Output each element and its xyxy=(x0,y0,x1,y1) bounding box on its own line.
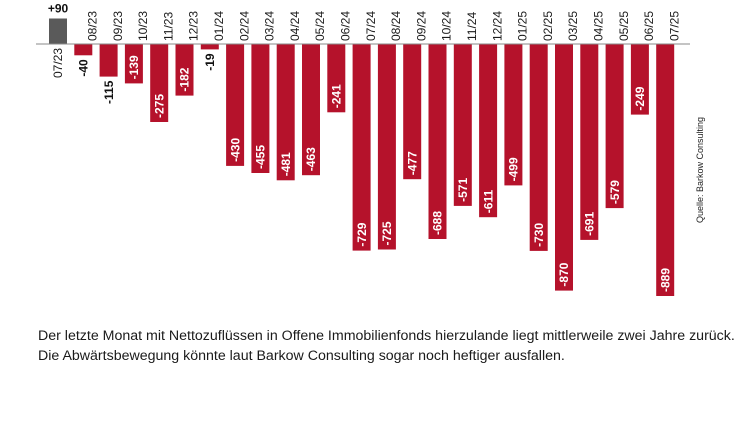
x-tick-label: 04/24 xyxy=(288,11,302,41)
value-label: -430 xyxy=(228,138,242,162)
bar-01-24 xyxy=(200,44,219,50)
bar-03-25 xyxy=(555,44,573,291)
value-label: -481 xyxy=(279,152,293,176)
source-label: Quelle: Barkow Consulting xyxy=(695,117,705,223)
bar-07-23 xyxy=(49,18,67,44)
x-tick-label: 08/24 xyxy=(389,11,403,41)
bar-12-24 xyxy=(479,44,498,218)
value-label: -499 xyxy=(507,157,521,181)
x-tick-label: 03/25 xyxy=(566,11,580,41)
value-label: -455 xyxy=(254,145,268,169)
value-label: -729 xyxy=(355,222,369,246)
chart-caption: Der letzte Monat mit Nettozuflüssen in O… xyxy=(38,328,735,364)
value-label: -182 xyxy=(178,67,192,91)
bar-08-24 xyxy=(377,44,396,250)
x-tick-label: 01/25 xyxy=(516,11,530,41)
bar-09-24 xyxy=(403,44,422,180)
x-tick-label: 02/25 xyxy=(541,11,555,41)
value-label: -688 xyxy=(431,211,445,235)
value-label: -611 xyxy=(481,190,495,214)
value-label: +90 xyxy=(48,1,69,15)
bar-11-23 xyxy=(150,44,169,122)
bar-06-25 xyxy=(630,44,649,115)
bar-02-25 xyxy=(529,44,548,251)
x-tick-label: 08/23 xyxy=(86,11,100,41)
x-tick-label: 07/24 xyxy=(364,11,378,41)
bar-04-25 xyxy=(580,44,599,240)
value-label: -691 xyxy=(583,212,597,236)
value-label: -870 xyxy=(557,262,571,286)
x-tick-label: 06/24 xyxy=(338,11,352,41)
x-tick-label: 01/24 xyxy=(212,11,226,41)
value-label: -40 xyxy=(77,59,91,77)
x-tick-label: 06/25 xyxy=(642,11,656,41)
bar-07-24 xyxy=(352,44,371,251)
bar-03-24 xyxy=(251,44,270,173)
bar-05-25 xyxy=(605,44,624,209)
x-tick-label: 12/23 xyxy=(187,11,201,41)
x-tick-label: 11/24 xyxy=(465,12,479,41)
value-label: -275 xyxy=(152,94,166,118)
x-tick-label: 09/23 xyxy=(111,11,125,41)
value-label: -139 xyxy=(127,55,141,79)
x-tick-label: 05/25 xyxy=(617,11,631,41)
x-tick-label: 05/24 xyxy=(313,11,327,41)
value-label: -115 xyxy=(102,80,116,104)
x-tick-label: 10/24 xyxy=(440,11,454,41)
x-tick-label: 07/23 xyxy=(51,48,65,78)
value-label: -477 xyxy=(405,151,419,175)
bar-02-24 xyxy=(226,44,245,166)
x-tick-label: 04/25 xyxy=(592,11,606,41)
x-tick-label: 03/24 xyxy=(263,11,277,41)
bar-11-24 xyxy=(453,44,472,206)
bar-05-24 xyxy=(302,44,320,176)
bar-10-24 xyxy=(428,44,447,239)
value-label: -730 xyxy=(532,223,546,247)
bar-04-24 xyxy=(276,44,295,181)
x-tick-label: 11/23 xyxy=(161,12,175,41)
x-tick-label: 12/24 xyxy=(490,11,504,41)
bars-layer xyxy=(49,18,675,296)
value-label: -725 xyxy=(380,221,394,245)
value-label: -249 xyxy=(633,86,647,110)
bar-01-25 xyxy=(504,44,523,186)
labels-layer: +90 07/23 -40 08/23 -115 09/23-139 10/23 -275 11… xyxy=(48,1,682,292)
x-tick-label: 09/24 xyxy=(414,11,428,41)
bar-chart: +90 07/23 -40 08/23 -115 09/23-139 10/23 -275 11… xyxy=(36,1,705,296)
value-label: -463 xyxy=(304,147,318,171)
value-label: -579 xyxy=(608,180,622,204)
value-label: -241 xyxy=(330,84,344,108)
bar-09-23 xyxy=(99,44,118,77)
value-label: -19 xyxy=(203,53,217,71)
bar-06-24 xyxy=(327,44,346,113)
value-label: -571 xyxy=(456,178,470,202)
bar-07-25 xyxy=(656,44,675,296)
x-tick-label: 02/24 xyxy=(237,11,251,41)
bar-10-23 xyxy=(124,44,143,84)
x-tick-label: 07/25 xyxy=(667,11,681,41)
x-tick-label: 10/23 xyxy=(136,11,150,41)
bar-08-23 xyxy=(74,44,93,56)
value-label: -889 xyxy=(658,268,672,292)
bar-12-23 xyxy=(175,44,194,96)
